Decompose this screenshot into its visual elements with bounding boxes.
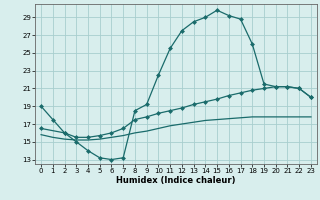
X-axis label: Humidex (Indice chaleur): Humidex (Indice chaleur) [116, 176, 236, 185]
